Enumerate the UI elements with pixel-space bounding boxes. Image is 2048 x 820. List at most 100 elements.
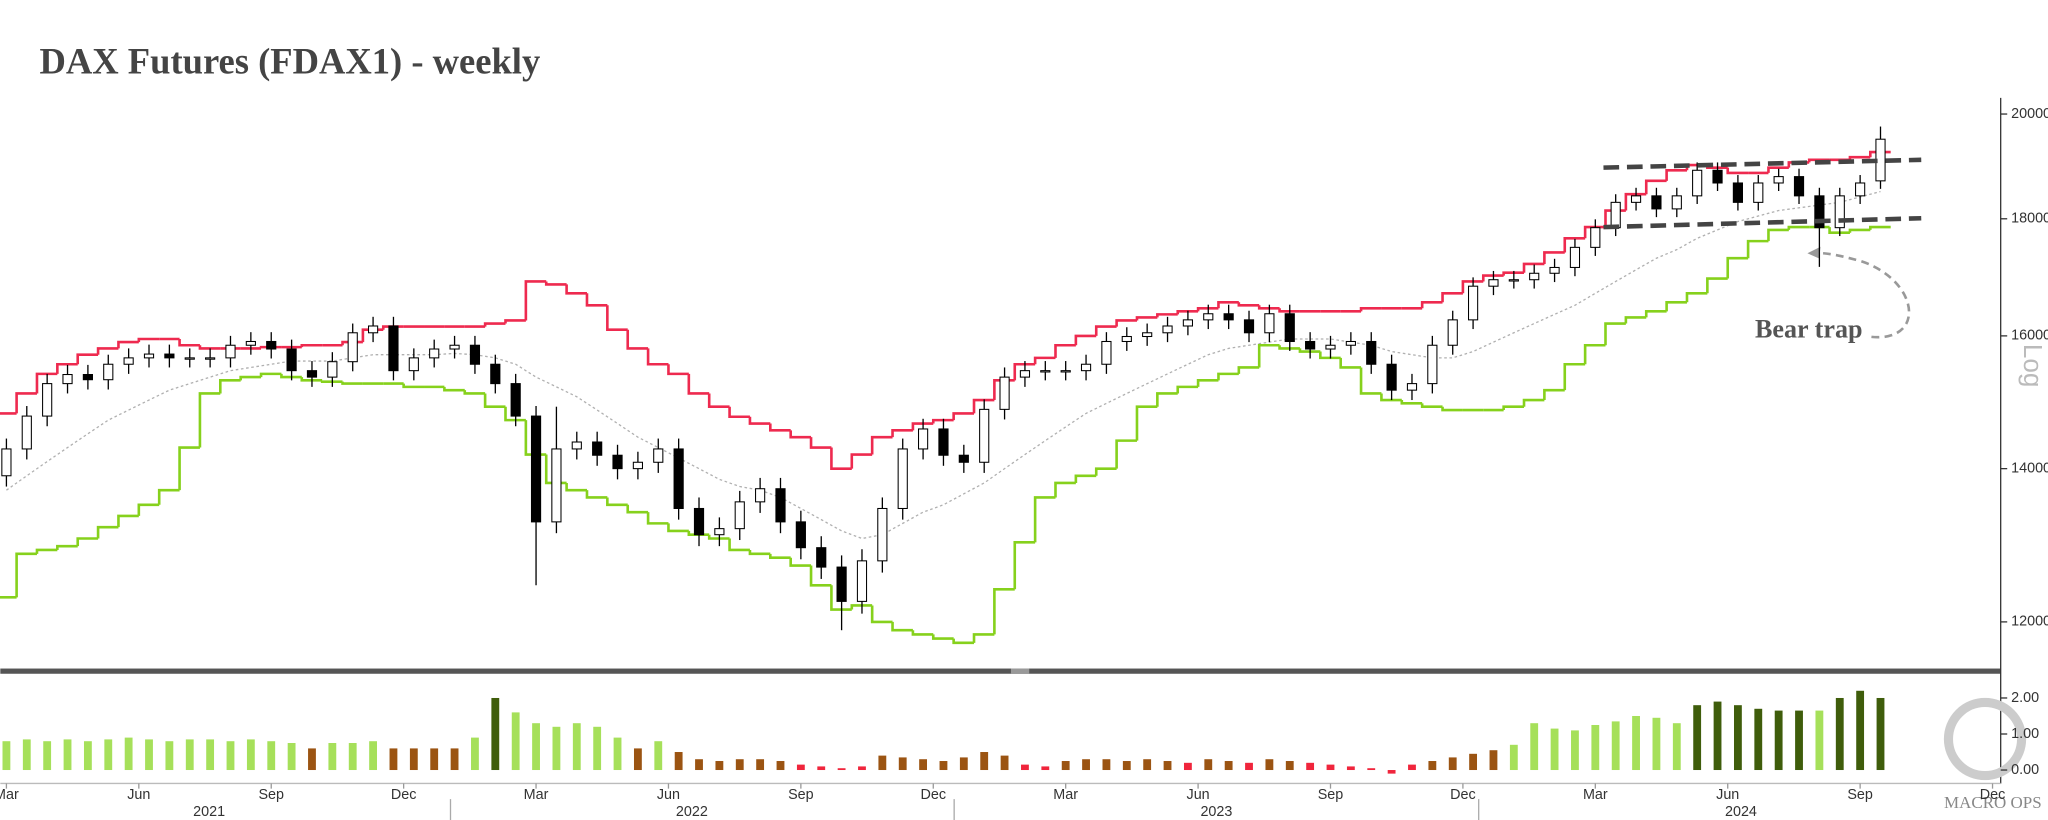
lower-band-step [1074, 474, 1097, 483]
x-tick-label: Dec [1980, 787, 2006, 803]
candle-body [490, 363, 501, 385]
histogram-bar [735, 759, 744, 771]
candle-body [958, 454, 969, 463]
x-tick-label: Dec [1450, 787, 1476, 803]
histogram-bar [22, 739, 31, 771]
candle-body [551, 448, 562, 523]
candle-body [62, 374, 73, 385]
lower-band-step [117, 514, 139, 528]
upper-band-step [667, 364, 689, 376]
x-tick-label: Jun [657, 787, 680, 803]
histogram-bar [104, 739, 113, 771]
candle-body [205, 357, 216, 360]
candle-body [1406, 383, 1418, 391]
histogram-bar [1835, 697, 1844, 771]
lower-band-step [1033, 496, 1056, 543]
candle-body [1080, 363, 1092, 372]
histogram-bar [1102, 759, 1111, 771]
hist-y-tick-label: 0.00 [2011, 762, 2039, 778]
x-tick-label: Jun [1716, 787, 1739, 803]
histogram-bar [654, 741, 663, 771]
y-tick-label: 12000 [2011, 614, 2048, 630]
x-tick-label: Dec [921, 787, 947, 803]
upper-band-step [178, 338, 200, 347]
candle-body [592, 441, 603, 456]
lower-band-step [1746, 239, 1769, 259]
candle-body [1855, 182, 1866, 197]
annotation-arrowhead [1807, 246, 1821, 259]
upper-band-step [870, 435, 893, 455]
candle-body [632, 461, 643, 470]
histogram-bar [1021, 764, 1029, 771]
histogram-bar [1448, 757, 1457, 771]
lower-band-step [402, 383, 425, 389]
histogram-bar [491, 697, 500, 771]
histogram-bar [287, 743, 296, 771]
lower-band-step [1543, 388, 1565, 401]
upper-band-step [1074, 334, 1097, 346]
upper-band-step [1583, 225, 1606, 239]
y-tick-label: 20000 [2011, 106, 2048, 122]
candle-body [1305, 340, 1316, 350]
upper-band-step [707, 393, 730, 409]
upper-band-step [137, 337, 160, 343]
histogram-bar [511, 712, 520, 771]
histogram-bar [308, 748, 316, 771]
candle-body [1366, 340, 1377, 365]
upper-band-step [626, 329, 649, 350]
candle-body [103, 363, 114, 381]
lower-band-step [1522, 398, 1545, 407]
x-tick-label: Sep [1847, 787, 1873, 803]
lower-band-step [320, 380, 343, 383]
histogram-bar [1795, 710, 1803, 771]
x-tick-label: Sep [1318, 787, 1344, 803]
histogram-bar [1245, 762, 1253, 771]
lower-band-step [1298, 348, 1321, 353]
histogram-bar [878, 755, 887, 771]
candle-body [877, 507, 888, 562]
upper-band-step [544, 281, 567, 286]
lower-band-step [911, 630, 934, 636]
lower-band-step [1135, 405, 1158, 441]
upper-band-step [1726, 167, 1749, 175]
candle-body [143, 353, 155, 359]
annotation-arrow [1812, 251, 1911, 339]
candle-body [408, 357, 419, 372]
histogram-bar [817, 766, 826, 771]
upper-band-step [769, 423, 791, 432]
candle-body [1386, 363, 1397, 391]
candle-body [1569, 246, 1581, 268]
logo-ring [1943, 697, 2027, 781]
upper-band-step [300, 343, 323, 348]
histogram-bar [430, 748, 439, 771]
upper-band-step [96, 347, 119, 355]
logo: MACRO OPS [1943, 697, 2042, 812]
histogram-bar [1856, 690, 1865, 771]
upper-band-step [1217, 300, 1239, 309]
candle-body [612, 454, 623, 470]
lower-band-step [1665, 300, 1687, 312]
histogram-bar [1041, 766, 1050, 771]
lower-band-step [1828, 227, 1850, 234]
histogram-bar [1672, 723, 1681, 771]
lower-band-step [606, 497, 628, 507]
lower-band-step [667, 523, 689, 533]
histogram-bar [206, 739, 215, 771]
y-tick-label: 14000 [2011, 460, 2048, 476]
candle-body [1630, 195, 1642, 203]
lower-band-step [178, 446, 200, 491]
histogram-bar [633, 748, 642, 771]
candle-body [1142, 332, 1153, 338]
upper-band-step [1135, 316, 1158, 321]
hist-y-tick-label: 2.00 [2011, 690, 2039, 706]
candle-body [530, 415, 542, 523]
histogram-bar [1061, 761, 1070, 771]
candle-body [266, 340, 277, 350]
lower-band-step [96, 525, 119, 539]
lower-band-step [239, 375, 262, 381]
histogram-bar [613, 737, 622, 771]
chart-title: DAX Futures (FDAX1) - weekly [39, 41, 540, 82]
upper-band-step [565, 284, 587, 295]
candle-body [571, 441, 582, 450]
histogram-bar [389, 748, 398, 771]
